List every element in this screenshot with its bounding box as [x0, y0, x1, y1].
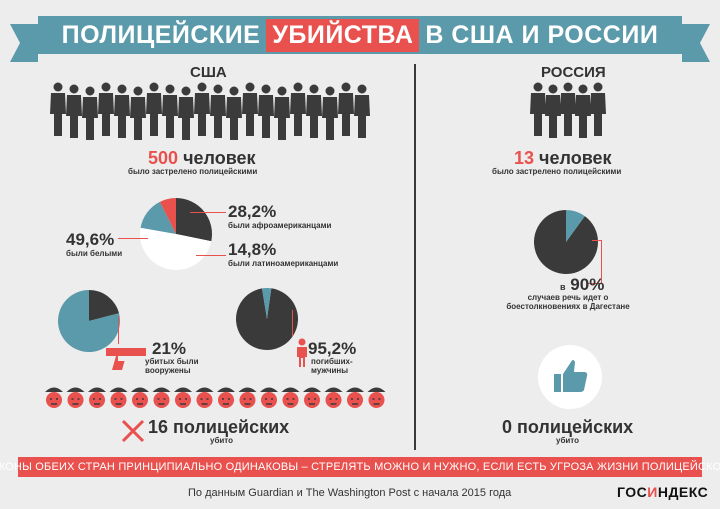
russia-police-killed: 0 полицейских — [502, 417, 634, 437]
logo-accent: И — [647, 484, 658, 500]
male-caption: погибших- мужчины — [311, 357, 353, 375]
dagestan-caption-line-2: боестолкновениях в Дагестане — [506, 302, 630, 311]
african-american-caption: были афроамериканцами — [228, 221, 332, 230]
dagestan-prefix: в — [560, 282, 566, 292]
pie-slice-белые — [140, 227, 212, 270]
pie-slice-другие — [566, 210, 585, 242]
male-caption-line-2: мужчины — [311, 366, 349, 375]
logo-part-1: ГОС — [617, 484, 648, 500]
brand-logo: ГОСИНДЕКС — [617, 484, 708, 500]
male-caption-line-1: погибших- — [311, 357, 353, 366]
armed-pct: 21% — [152, 339, 187, 358]
source-note: По данным Guardian и The Washington Post… — [188, 487, 512, 499]
guide-line — [587, 283, 602, 284]
dagestan-pct-group: в 90% — [560, 275, 604, 295]
pie-slice-латиноамериканцы — [140, 201, 176, 234]
male-pct: 95,2% — [308, 339, 357, 358]
usa-killed-number: 500 — [148, 148, 179, 168]
cross-icon — [121, 419, 145, 443]
police-heads-icon — [45, 387, 386, 408]
armed-caption: убитых были вооружены — [145, 357, 199, 375]
title-highlight: УБИЙСТВА — [266, 18, 420, 52]
russia-killed-count: 13 человек — [514, 148, 612, 169]
title-part-1: ПОЛИЦЕЙСКИЕ — [61, 20, 261, 49]
usa-ethnicity-pie — [140, 198, 212, 270]
latino-caption: были латиноамериканцами — [228, 259, 339, 268]
usa-crowd-icon — [50, 82, 370, 140]
male-figure-icon — [297, 338, 307, 367]
usa-police-killed-caption: убито — [210, 436, 234, 445]
usa-heading: США — [190, 64, 227, 81]
guide-line — [118, 316, 119, 344]
russia-heading: РОССИЯ — [541, 64, 606, 81]
gun-icon — [106, 348, 146, 370]
russia-crowd-icon — [530, 82, 606, 138]
usa-armed-pie — [58, 290, 120, 352]
russia-dagestan-pie — [534, 210, 598, 274]
guide-line — [118, 238, 148, 239]
white-pct: 49,6% — [66, 230, 115, 249]
pie-slice-другие — [262, 288, 272, 319]
latino-pct: 14,8% — [228, 240, 277, 259]
bottom-banner: ЗАКОНЫ ОБЕИХ СТРАН ПРИНЦИПИАЛЬНО ОДИНАКО… — [0, 457, 720, 477]
guide-line — [190, 212, 226, 213]
pie-slice-мужчины — [236, 288, 298, 350]
logo-part-2: НДЕКС — [657, 484, 709, 500]
usa-killed-count: 500 человек — [148, 148, 256, 169]
pie-slice-афроамериканцы — [176, 198, 212, 242]
guide-line — [292, 310, 293, 336]
title-part-2: В США И РОССИИ — [425, 20, 659, 49]
usa-killed-unit: человек — [183, 148, 256, 168]
usa-police-killed: 16 полицейских — [148, 417, 290, 437]
usa-killed-caption: было застрелено полицейскими — [128, 167, 258, 176]
dagestan-caption: случаев речь идет о боестолкновениях в Д… — [498, 293, 638, 311]
armed-caption-line-2: вооружены — [145, 366, 191, 375]
russia-police-killed-caption: убито — [556, 436, 580, 445]
column-divider — [414, 64, 416, 450]
white-caption: были белыми — [66, 249, 123, 258]
russia-killed-unit: человек — [539, 148, 612, 168]
african-american-pct: 28,2% — [228, 202, 277, 221]
russia-killed-number: 13 — [514, 148, 535, 168]
armed-caption-line-1: убитых были — [145, 357, 199, 366]
pie-slice-другие — [58, 290, 120, 352]
dagestan-caption-line-1: случаев речь идет о — [527, 293, 609, 302]
pie-slice-другие — [159, 198, 176, 234]
guide-line — [601, 240, 602, 284]
usa-male-pie — [236, 288, 298, 350]
dagestan-pct: 90% — [570, 275, 605, 294]
thumbs-up-icon — [538, 345, 602, 409]
pie-slice-вооружены — [89, 290, 120, 321]
russia-killed-caption: было застрелено полицейскими — [492, 167, 622, 176]
page-title: ПОЛИЦЕЙСКИЕ УБИЙСТВА В США И РОССИИ — [38, 16, 682, 54]
guide-line — [196, 255, 226, 256]
guide-line — [592, 240, 602, 241]
